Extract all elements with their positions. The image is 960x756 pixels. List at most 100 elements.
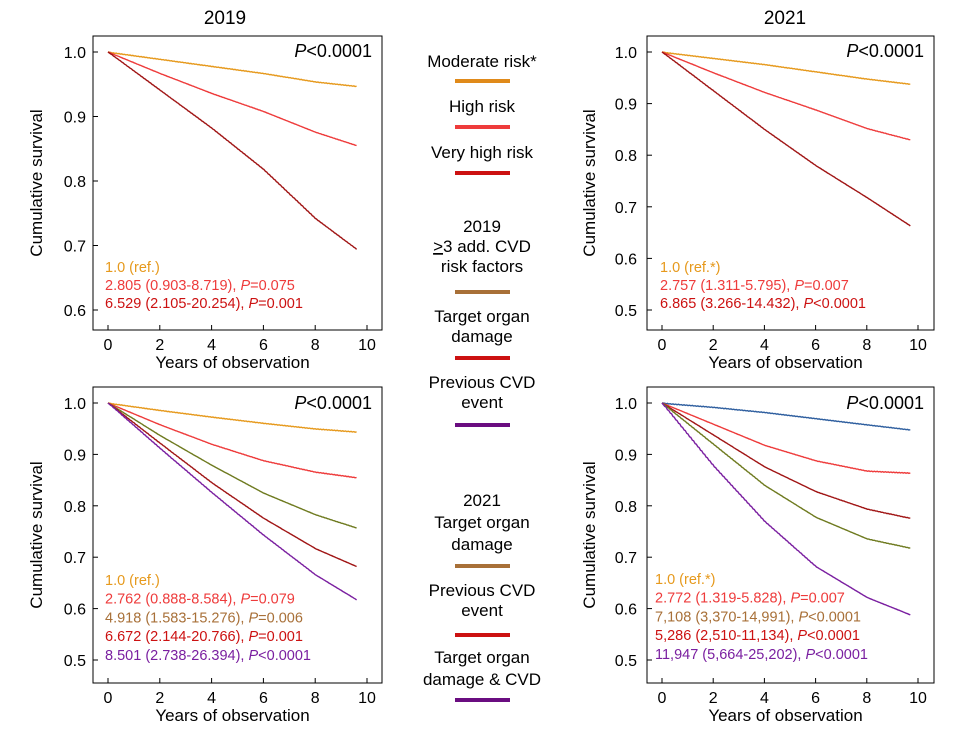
y-axis-label: Cumulative survival bbox=[27, 109, 46, 256]
y-tick-label: 0.9 bbox=[64, 447, 86, 464]
x-tick-label: 10 bbox=[909, 337, 927, 354]
y-tick-label: 1.0 bbox=[64, 45, 86, 62]
legend-label: risk factors bbox=[441, 257, 523, 276]
p-value: P<0.0001 bbox=[294, 41, 372, 61]
hazard-ratio-annotation: 6.865 (3.266-14.432), P<0.0001 bbox=[660, 296, 866, 312]
y-tick-label: 0.6 bbox=[64, 303, 86, 320]
y-tick-label: 0.8 bbox=[64, 174, 86, 191]
survival-curve-3 bbox=[107, 51, 358, 250]
y-tick-label: 0.9 bbox=[615, 447, 637, 464]
hazard-ratio-annotation: 1.0 (ref.*) bbox=[660, 260, 720, 276]
title-2021: 2021 bbox=[764, 8, 806, 29]
x-tick-label: 2 bbox=[155, 690, 164, 707]
legend-item-2: High risk bbox=[449, 97, 516, 129]
y-tick-label: 0.9 bbox=[64, 110, 86, 127]
survival-curve-4 bbox=[661, 402, 911, 549]
legend-label: event bbox=[461, 601, 503, 620]
hazard-ratio-annotation: 2.772 (1.319-5.828), P=0.007 bbox=[655, 591, 845, 607]
legend-label: damage bbox=[451, 535, 512, 554]
hazard-ratio-annotation: 6.529 (2.105-20.254), P=0.001 bbox=[105, 296, 303, 312]
p-value: P<0.0001 bbox=[846, 393, 924, 413]
y-tick-label: 1.0 bbox=[615, 45, 637, 62]
x-tick-label: 0 bbox=[658, 337, 667, 354]
x-tick-label: 4 bbox=[760, 337, 769, 354]
hazard-ratio-annotation: 2.762 (0.888-8.584), P=0.079 bbox=[105, 592, 295, 608]
hazard-ratio-annotation: 5,286 (2,510-11,134), P<0.0001 bbox=[655, 628, 860, 644]
panel-4: 0.5 0.6 0.7 0.8 0.9 1.0 0 2 4 6 8 10 Years of observ… bbox=[580, 386, 935, 725]
x-tick-label: 10 bbox=[358, 337, 376, 354]
legend-label: 2021 bbox=[463, 491, 501, 510]
hazard-ratio-annotation: 4.918 (1.583-15.276), P=0.006 bbox=[105, 610, 303, 626]
x-tick-label: 0 bbox=[104, 337, 113, 354]
legend-item-3: Very high risk bbox=[431, 143, 534, 175]
y-tick-label: 0.8 bbox=[615, 499, 637, 516]
hazard-ratio-annotation: 2.757 (1.311-5.795), P=0.007 bbox=[660, 278, 849, 294]
legend-item-7: 2021 Target organ damage bbox=[434, 491, 530, 568]
legend-item-1: Moderate risk* bbox=[427, 52, 537, 83]
legend-label: Target organ bbox=[434, 307, 529, 326]
title-2019: 2019 bbox=[204, 8, 246, 29]
x-tick-label: 8 bbox=[311, 690, 320, 707]
legend-label: event bbox=[461, 393, 503, 412]
survival-curve-1 bbox=[107, 402, 357, 433]
hazard-ratio-annotation: 1.0 (ref.) bbox=[105, 260, 160, 276]
y-tick-label: 0.7 bbox=[64, 239, 86, 256]
hazard-ratio-annotation: 2.805 (0.903-8.719), P=0.075 bbox=[105, 278, 295, 294]
legend-label: Moderate risk* bbox=[427, 52, 537, 71]
survival-curve-1 bbox=[107, 51, 357, 88]
survival-curve-3 bbox=[661, 51, 911, 227]
legend-label: Target organ bbox=[434, 648, 529, 667]
survival-curve-3 bbox=[107, 402, 357, 529]
legend-label: 2019 bbox=[463, 217, 501, 236]
x-tick-label: 6 bbox=[259, 337, 268, 354]
x-tick-label: 4 bbox=[207, 690, 216, 707]
survival-curve-1 bbox=[661, 51, 911, 86]
legend-label: Very high risk bbox=[431, 143, 534, 162]
panel-1: 0.6 0.7 0.8 0.9 1.0 0 2 4 6 8 10 Years of observati… bbox=[27, 35, 383, 372]
y-tick-label: 0.8 bbox=[615, 148, 637, 165]
plot-frame bbox=[92, 386, 383, 684]
x-axis-label: Years of observation bbox=[708, 706, 862, 725]
y-tick-label: 0.6 bbox=[615, 602, 637, 619]
legend-label: >3 add. CVD bbox=[433, 237, 531, 256]
plot-frame bbox=[92, 35, 383, 331]
y-tick-label: 0.9 bbox=[615, 97, 637, 114]
legend-label: High risk bbox=[449, 97, 516, 116]
x-tick-label: 2 bbox=[709, 690, 718, 707]
y-tick-label: 0.5 bbox=[615, 653, 637, 670]
y-tick-label: 0.5 bbox=[615, 303, 637, 320]
survival-curve-1 bbox=[661, 402, 911, 431]
x-tick-label: 10 bbox=[358, 690, 376, 707]
hazard-ratio-annotation: 8.501 (2.738-26.394), P<0.0001 bbox=[105, 648, 311, 664]
x-tick-label: 8 bbox=[862, 690, 871, 707]
y-axis-label: Cumulative survival bbox=[580, 461, 599, 608]
panel-2: 0.5 0.6 0.7 0.8 0.9 1.0 0 2 4 6 8 10 Years of observ… bbox=[580, 35, 935, 372]
hazard-ratio-annotation: 1.0 (ref.) bbox=[105, 573, 160, 589]
y-tick-label: 0.6 bbox=[64, 602, 86, 619]
hazard-ratio-annotation: 11,947 (5,664-25,202), P<0.0001 bbox=[655, 647, 868, 663]
survival-curve-4 bbox=[107, 402, 357, 568]
survival-curve-2 bbox=[661, 51, 911, 141]
y-axis-label: Cumulative survival bbox=[580, 109, 599, 256]
survival-curve-2 bbox=[661, 402, 911, 475]
x-tick-label: 6 bbox=[811, 690, 820, 707]
x-axis-label: Years of observation bbox=[155, 706, 309, 725]
legend: Moderate risk* High risk Very high risk 201… bbox=[423, 52, 541, 702]
y-tick-label: 1.0 bbox=[64, 396, 86, 413]
y-tick-label: 0.8 bbox=[64, 499, 86, 516]
chart-panels: 0.6 0.7 0.8 0.9 1.0 0 2 4 6 8 10 Years of observati… bbox=[27, 35, 935, 725]
x-axis-label: Years of observation bbox=[155, 353, 309, 372]
x-tick-label: 6 bbox=[811, 337, 820, 354]
hazard-ratio-annotation: 1.0 (ref.*) bbox=[655, 572, 715, 588]
x-tick-label: 6 bbox=[259, 690, 268, 707]
x-tick-label: 2 bbox=[155, 337, 164, 354]
y-tick-label: 0.7 bbox=[615, 550, 637, 567]
legend-label: Previous CVD bbox=[429, 581, 536, 600]
y-tick-label: 0.7 bbox=[64, 550, 86, 567]
legend-label: damage & CVD bbox=[423, 670, 541, 689]
x-tick-label: 0 bbox=[658, 690, 667, 707]
